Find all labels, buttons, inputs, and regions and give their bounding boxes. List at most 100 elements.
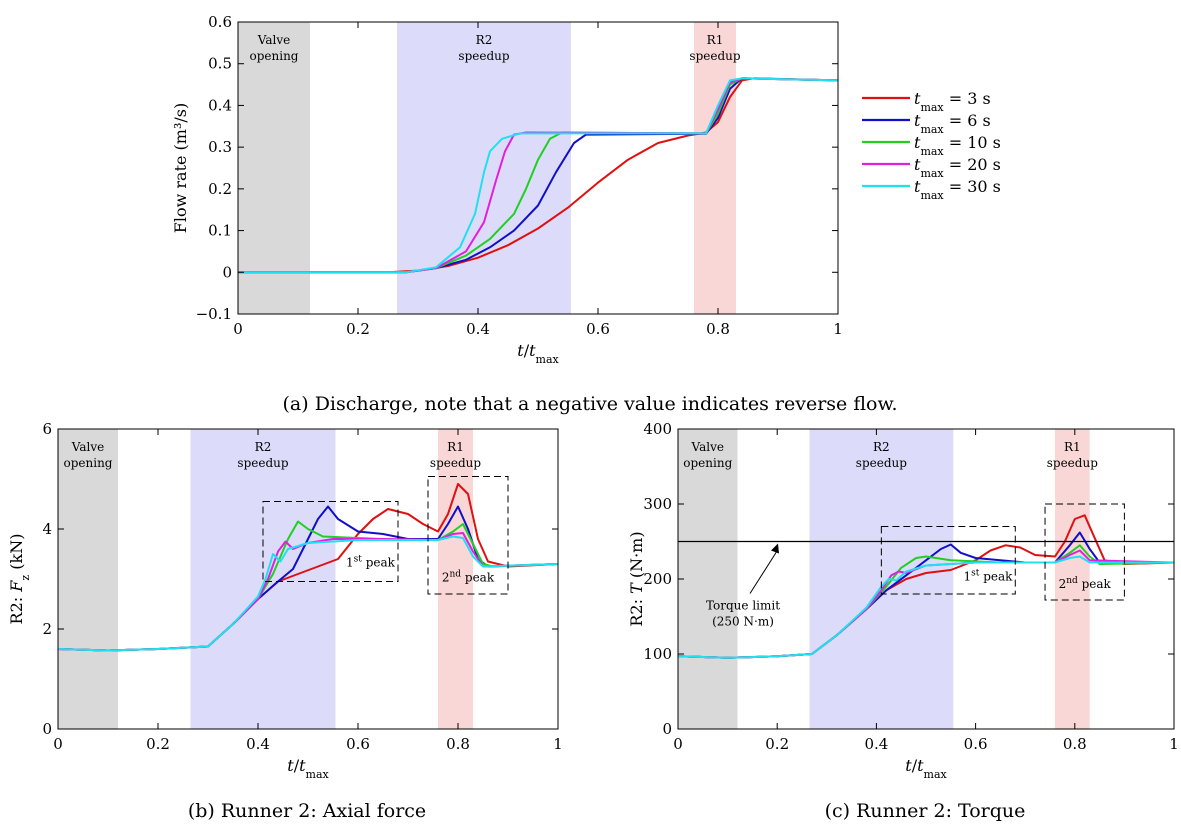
region-label-r1-1: R1 (447, 440, 464, 454)
panel-c-torque: Valve opening R2 speedup R1 speedup Torque lim… (627, 420, 1179, 781)
panel-b-axial-force: Valve opening R2 speedup R1 speedup 1st peak 2n… (7, 420, 563, 781)
region-r1 (1054, 429, 1090, 729)
x-tick-label: 0.4 (246, 735, 270, 753)
y-tick-label: −0.1 (196, 305, 232, 323)
peak-label-1: 1st peak (964, 569, 1014, 584)
x-tick-label: 0 (673, 735, 683, 753)
torque-limit-arrow (749, 549, 779, 594)
y-tick-label: 0 (662, 720, 672, 738)
region-label-valve-1: Valve (691, 440, 724, 454)
y-tick-label: 0.2 (208, 180, 232, 198)
region-label-r1-2: speedup (430, 456, 481, 470)
y-tick-label: 0 (222, 263, 232, 281)
x-tick-label: 0.8 (706, 320, 730, 338)
y-tick-label: 2 (42, 620, 52, 638)
axes-frame (57, 428, 559, 730)
y-tick-label: 6 (42, 420, 52, 438)
legend-label-3: tmax = 10 s (914, 133, 1001, 158)
region-r2 (809, 429, 954, 729)
y-tick-label: 200 (643, 570, 672, 588)
x-tick-label: 0.6 (346, 735, 370, 753)
region-r1 (694, 22, 736, 314)
region-label-r2-2: speedup (237, 456, 288, 470)
region-label-r2-1: R2 (255, 440, 272, 454)
region-r2 (397, 22, 571, 314)
peak-label-1: 1st peak (346, 555, 396, 570)
y-tick-label: 0 (42, 720, 52, 738)
caption-c: (c) Runner 2: Torque (825, 800, 1026, 822)
y-tick-label: 4 (42, 520, 52, 538)
x-tick-label: 1 (553, 735, 563, 753)
y-axis-label: R2: Fz (kN) (7, 534, 32, 625)
x-tick-label: 0.6 (964, 735, 988, 753)
peak-box-2 (427, 476, 509, 595)
torque-limit-label: Torque limit (706, 599, 780, 613)
torque-limit-value: (250 N·m) (712, 615, 774, 629)
x-axis-label: t/tmax (287, 756, 329, 781)
region-label-valve-1: Valve (257, 33, 290, 47)
y-axis-label: Flow rate (m³/s) (171, 103, 190, 233)
panel-a-discharge: Valve opening R2 speedup R1 speedup 0 0.2 0.4 0.6… (171, 13, 843, 366)
series-line-5 (238, 77, 839, 274)
x-tick-label: 0.8 (1063, 735, 1087, 753)
axes-frame (237, 21, 839, 315)
legend-label-2: tmax = 6 s (914, 111, 991, 136)
caption-b: (b) Runner 2: Axial force (188, 800, 426, 822)
x-tick-label: 1 (1169, 735, 1179, 753)
x-tick-label: 0.6 (586, 320, 610, 338)
region-valve (678, 429, 738, 729)
x-tick-label: 0 (233, 320, 243, 338)
region-label-r2-2: speedup (458, 49, 509, 63)
region-label-r1-1: R1 (707, 33, 724, 47)
region-label-r1-1: R1 (1064, 440, 1081, 454)
region-label-r2-1: R2 (873, 440, 890, 454)
series-line-5 (677, 555, 1174, 659)
region-label-r2-2: speedup (856, 456, 907, 470)
x-tick-label: 0.4 (864, 735, 888, 753)
region-label-valve-2: opening (64, 456, 113, 470)
y-tick-label: 0.3 (208, 138, 232, 156)
x-tick-label: 0.2 (346, 320, 370, 338)
x-tick-label: 0.2 (146, 735, 170, 753)
y-tick-label: 400 (643, 420, 672, 438)
region-label-r2-1: R2 (476, 33, 493, 47)
x-axis-label: t/tmax (905, 756, 947, 781)
legend-label-1: tmax = 3 s (914, 89, 991, 114)
peak-box-1 (262, 501, 399, 582)
y-tick-label: 100 (643, 645, 672, 663)
torque-limit-arrowhead (771, 543, 779, 554)
caption-a: (a) Discharge, note that a negative valu… (283, 393, 898, 415)
y-tick-label: 300 (643, 495, 672, 513)
series-line-4 (238, 77, 839, 274)
x-tick-label: 0 (53, 735, 63, 753)
region-label-valve-2: opening (683, 456, 732, 470)
series-line-2 (238, 77, 839, 274)
legend-label-5: tmax = 30 s (914, 177, 1001, 202)
x-tick-label: 0.4 (466, 320, 490, 338)
series-line-5 (57, 535, 559, 652)
y-tick-label: 0.6 (208, 13, 232, 31)
region-label-valve-1: Valve (71, 440, 104, 454)
x-tick-label: 1 (833, 320, 843, 338)
legend-label-4: tmax = 20 s (914, 155, 1001, 180)
peak-box-2 (1044, 503, 1125, 601)
x-tick-label: 0.8 (446, 735, 470, 753)
y-tick-label: 0.4 (208, 96, 232, 114)
region-valve (58, 429, 118, 729)
region-label-r1-2: speedup (1047, 456, 1098, 470)
x-tick-label: 0.2 (765, 735, 789, 753)
x-axis-label: t/tmax (517, 341, 559, 366)
peak-label-2: 2nd peak (442, 570, 495, 585)
region-valve (238, 22, 310, 314)
y-tick-label: 0.5 (208, 55, 232, 73)
region-label-r1-2: speedup (689, 49, 740, 63)
y-tick-label: 0.1 (208, 222, 232, 240)
region-label-valve-2: opening (250, 49, 299, 63)
peak-box-1 (880, 526, 1016, 595)
peak-label-2: 2nd peak (1059, 576, 1112, 591)
series-line-3 (238, 77, 839, 274)
region-r1 (438, 429, 473, 729)
y-axis-label: R2: T (N·m) (627, 531, 646, 626)
